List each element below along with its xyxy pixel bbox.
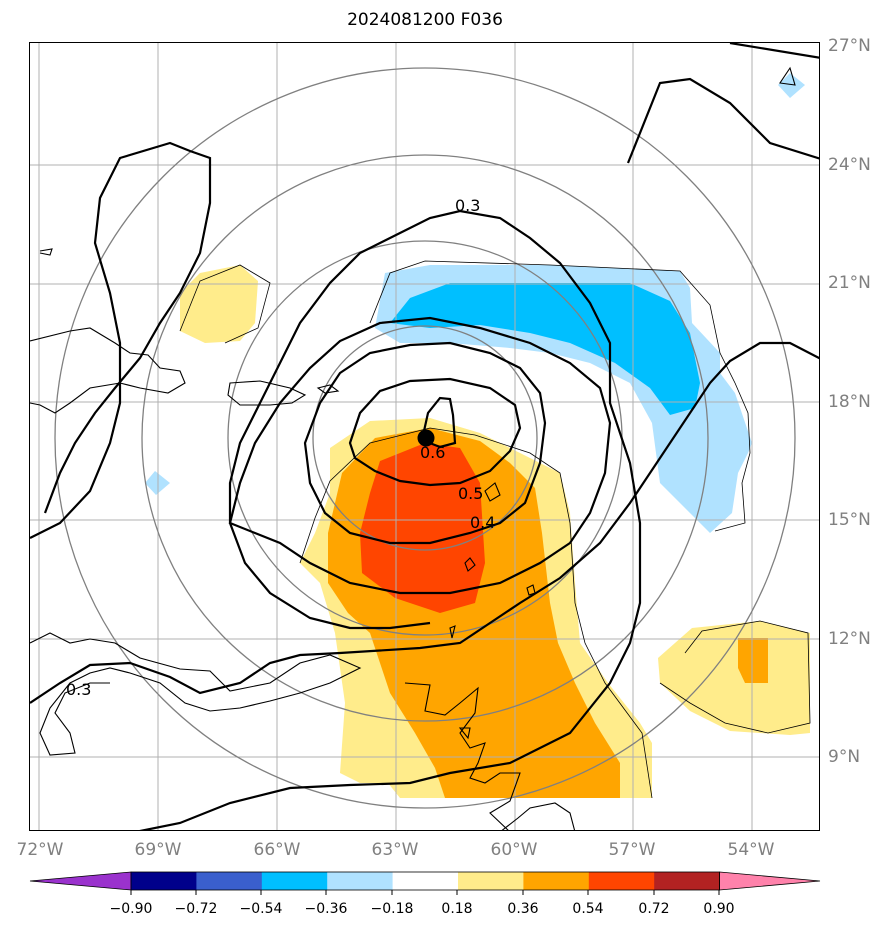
thin-contours (179, 260, 811, 799)
colorbar-tick-label: −0.90 (109, 901, 153, 917)
contour-0.4 (228, 316, 612, 595)
colorbar (29, 871, 821, 895)
bold-contours (30, 43, 819, 830)
contour-0.3-ne (626, 77, 819, 164)
map-title: 2024081200 F036 (347, 10, 503, 30)
positive-anomaly-se (658, 621, 810, 735)
storm-center-marker (417, 429, 435, 447)
lon-label: 54°W (727, 840, 775, 860)
colorbar-tick-label: 0.18 (441, 901, 473, 917)
colorbar-tick-label: −0.72 (174, 901, 218, 917)
contour-0.6 (348, 377, 522, 487)
lat-label: 18°N (828, 392, 871, 412)
colorbar-tick-label: 0.36 (507, 901, 539, 917)
lat-label: 15°N (828, 510, 871, 530)
colorbar-extension-low (29, 871, 132, 891)
colorbar-tick-label: 0.54 (572, 901, 604, 917)
contour-0.3-main (30, 341, 819, 704)
contour-0.3 (30, 141, 212, 539)
contour-label: 0.6 (420, 443, 445, 462)
lon-label: 63°W (371, 840, 419, 860)
contour-inner (420, 396, 457, 449)
colorbar-segment (523, 872, 590, 890)
colorbar-tick-label: −0.36 (304, 901, 348, 917)
colorbar-segment (588, 872, 655, 890)
coastlines (30, 66, 796, 830)
lat-label: 27°N (828, 36, 871, 56)
contour-label: 0.5 (458, 484, 483, 503)
map-canvas: 0.3 0.6 0.5 0.4 0.3 (30, 43, 819, 830)
lat-label: 21°N (828, 273, 871, 293)
colorbar-segments (29, 871, 821, 891)
lon-label: 57°W (608, 840, 656, 860)
contour-labels: 0.3 0.6 0.5 0.4 0.3 (66, 196, 495, 699)
colorbar-segment (654, 872, 721, 890)
colorbar-extension-high (719, 871, 821, 891)
lat-label: 9°N (828, 747, 861, 767)
colorbar-segment (458, 872, 524, 890)
contour-0.5 (303, 341, 547, 545)
lon-label: 69°W (134, 840, 182, 860)
colorbar-tick-label: −0.54 (239, 901, 283, 917)
positive-anomaly-strong (360, 443, 485, 613)
lon-label: 66°W (253, 840, 301, 860)
colorbar-segment (131, 872, 197, 890)
contour-ne-edge (729, 43, 819, 59)
positive-anomaly-se-core (738, 638, 768, 683)
lon-label: 72°W (16, 840, 64, 860)
lon-label: 60°W (490, 840, 538, 860)
colorbar-tick-label: −0.18 (370, 901, 414, 917)
colorbar-outline (130, 871, 720, 891)
small-negative-anomaly-ne (778, 73, 805, 98)
colorbar-tick-label: 0.72 (638, 901, 670, 917)
range-rings (54, 67, 796, 809)
contour-label: 0.3 (66, 680, 91, 699)
colorbar-tick-label: 0.90 (703, 901, 735, 917)
colorbar-segment (196, 872, 263, 890)
contour-label: 0.4 (470, 513, 495, 532)
map-panel[interactable]: 0.3 0.6 0.5 0.4 0.3 (29, 42, 820, 831)
colorbar-ticks (130, 890, 720, 895)
lat-label: 12°N (828, 629, 871, 649)
colorbar-segment (327, 872, 394, 890)
colorbar-segment (392, 872, 459, 890)
contour-label: 0.3 (455, 196, 480, 215)
graticule (30, 43, 819, 830)
lat-label: 24°N (828, 155, 871, 175)
colorbar-segment (261, 872, 328, 890)
negative-anomaly-dark (390, 283, 700, 415)
